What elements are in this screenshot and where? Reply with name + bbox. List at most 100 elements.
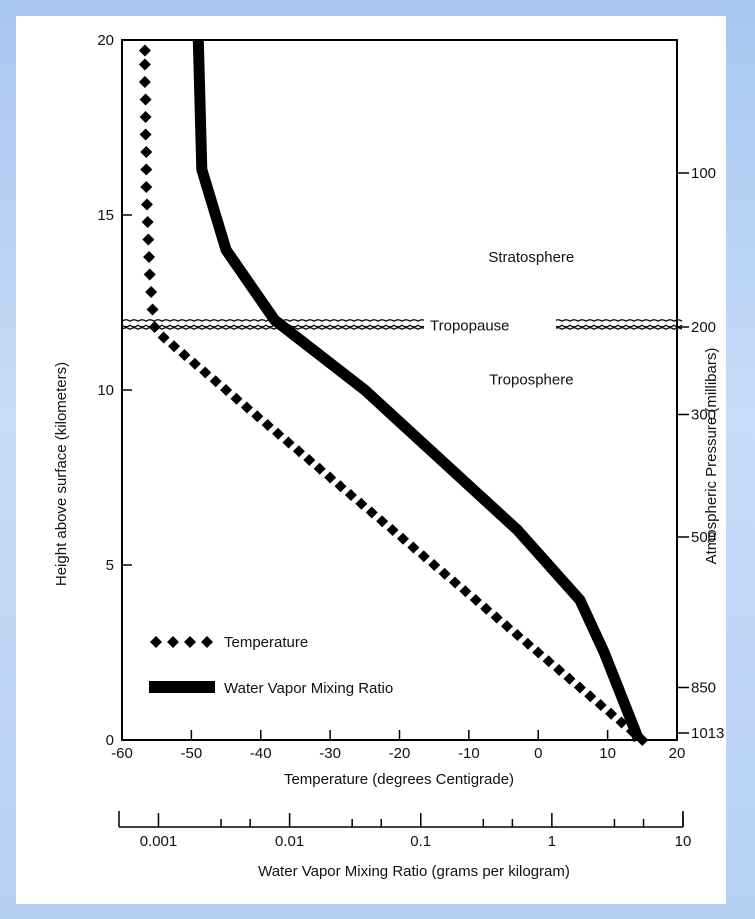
x-tick-label: -50 — [181, 745, 203, 762]
temperature-point — [469, 594, 482, 606]
legend-diamond — [167, 636, 179, 648]
legend-diamond — [201, 636, 213, 648]
x-tick-label: 0 — [534, 745, 542, 762]
legend-mixing-ratio-marker — [149, 681, 215, 693]
y-tick-label: 5 — [106, 557, 114, 574]
tropopause-wave-line — [121, 319, 683, 322]
temperature-point — [365, 506, 378, 519]
pressure-tick-label: 300 — [691, 407, 716, 424]
temperature-point — [141, 216, 154, 228]
temperature-point — [344, 489, 357, 501]
temperature-point — [138, 58, 151, 71]
temperature-point — [553, 664, 566, 676]
mixing-ratio-tick-label: 0.01 — [275, 833, 304, 850]
x-tick-label: -10 — [458, 745, 480, 762]
mixing-ratio-series — [192, 39, 644, 743]
temperature-point — [178, 349, 191, 361]
mixing-ratio-axis: 0.001 0.01 0.1 1 10 — [118, 811, 691, 850]
temperature-point — [521, 637, 534, 650]
temperature-point — [584, 690, 597, 703]
temperature-point — [376, 515, 389, 528]
y-tick-label: 10 — [97, 382, 114, 399]
temperature-point — [386, 524, 399, 536]
temperature-point — [594, 699, 607, 711]
temperature-point — [417, 550, 430, 563]
temperature-point — [542, 655, 555, 668]
temperature-point — [480, 602, 493, 615]
temperature-point — [142, 233, 155, 246]
temperature-point — [605, 707, 618, 720]
temperature-point — [438, 567, 451, 580]
temperature-point — [355, 497, 368, 510]
temperature-point — [573, 681, 586, 694]
temperature-point — [334, 480, 347, 493]
y-tick-label: 0 — [106, 732, 114, 749]
tropopause-wave-line — [121, 324, 683, 328]
annotation-troposphere: Troposphere — [489, 372, 574, 389]
temperature-point — [501, 620, 514, 633]
tropopause-band — [121, 319, 683, 330]
temperature-point — [220, 384, 233, 396]
legend: Temperature Water Vapor Mixing Ratio — [149, 634, 393, 697]
temperature-point — [199, 366, 212, 379]
tropopause-label-bg — [424, 314, 556, 334]
legend-diamond — [184, 636, 196, 648]
temperature-point — [490, 611, 503, 624]
temperature-point — [140, 163, 153, 176]
x-tick-label: 20 — [669, 745, 686, 762]
mixing-ratio-tick-label: 0.1 — [410, 833, 431, 850]
temperature-point — [230, 392, 243, 405]
temperature-point — [143, 251, 156, 263]
x-tick-label: -20 — [389, 745, 411, 762]
annotation-tropopause: Tropopause — [430, 317, 510, 334]
x-tick-label: -40 — [250, 745, 272, 762]
pressure-tick-label: 100 — [691, 165, 716, 182]
pressure-tick-label: 1013 — [691, 725, 724, 742]
temperature-point — [145, 286, 158, 298]
temperature-point — [188, 357, 201, 370]
temperature-point — [324, 471, 337, 484]
temperature-point — [396, 532, 409, 545]
temperature-point — [139, 93, 152, 106]
temperature-point — [428, 559, 441, 571]
legend-diamond — [150, 636, 162, 648]
temperature-point — [251, 410, 264, 423]
temperature-point — [140, 198, 153, 211]
pressure-tick-label: 850 — [691, 680, 716, 697]
temperature-point — [303, 454, 316, 466]
legend-temperature-marker — [150, 636, 213, 648]
x-tick-label: -60 — [111, 745, 133, 762]
temperature-point — [282, 436, 295, 449]
mixing-ratio-tick-label: 0.001 — [140, 833, 178, 850]
temperature-point — [140, 181, 153, 193]
x-tick-label: -30 — [319, 745, 341, 762]
y-tick-label: 15 — [97, 207, 114, 224]
x-tick-label: 10 — [599, 745, 616, 762]
temperature-point — [138, 76, 151, 88]
mixing-ratio-line — [192, 39, 644, 743]
annotation-stratosphere: Stratosphere — [488, 249, 574, 266]
temperature-point — [140, 146, 153, 158]
temperature-point — [292, 445, 305, 458]
temperature-point — [563, 672, 576, 685]
y-axis-ticks: 0 5 10 15 20 — [97, 32, 132, 749]
mixing-ratio-tick-label: 1 — [548, 833, 556, 850]
temperature-point — [148, 321, 161, 333]
temperature-point — [615, 716, 628, 729]
temperature-point — [636, 734, 649, 746]
temperature-point — [157, 331, 170, 344]
y-tick-label: 20 — [97, 32, 114, 49]
temperature-point — [625, 725, 638, 738]
temperature-point — [168, 340, 181, 353]
x-axis-ticks: -60 -50 -40 -30 -20 -10 0 10 20 — [111, 730, 685, 762]
temperature-point — [146, 303, 159, 316]
pressure-axis-ticks: 100 200 300 500 850 1013 — [677, 165, 724, 742]
temperature-point — [139, 111, 152, 123]
temperature-point — [138, 44, 151, 57]
temperature-point — [272, 427, 285, 440]
pressure-tick-label: 500 — [691, 529, 716, 546]
temperature-point — [407, 541, 420, 554]
legend-temperature-label: Temperature — [224, 634, 308, 651]
x-axis-label: Temperature (degrees Centigrade) — [284, 771, 514, 788]
y-axis-label: Height above surface (kilometers) — [53, 362, 70, 586]
